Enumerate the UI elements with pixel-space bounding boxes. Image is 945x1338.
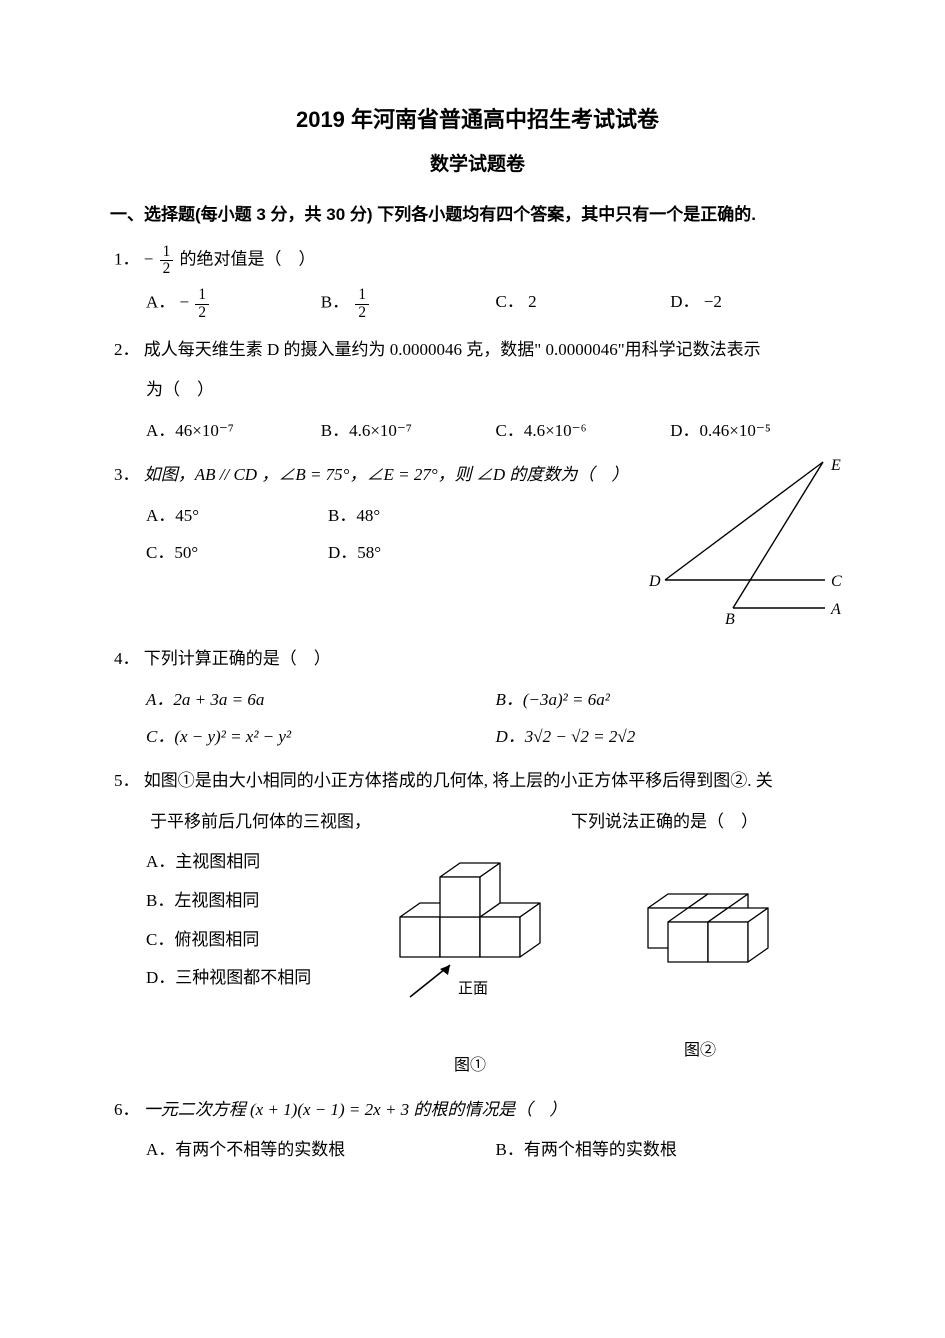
q3-opt-c: C．50° xyxy=(146,538,328,569)
q1-opt-b-num: 1 xyxy=(355,287,369,304)
question-2: 2． 成人每天维生素 D 的摄入量约为 0.0000046 克，数据" 0.00… xyxy=(110,335,845,447)
q6-stem: 6． 一元二次方程 (x + 1)(x − 1) = 2x + 3 的根的情况是… xyxy=(110,1095,845,1126)
q5-opt-a: A．主视图相同 xyxy=(110,847,340,878)
svg-text:E: E xyxy=(830,457,841,474)
q1-stem-a: − xyxy=(144,250,158,269)
q5-opt-b: B．左视图相同 xyxy=(110,886,340,917)
q5-figures: 正面 图① 图② xyxy=(380,847,790,1080)
q1-opt-a-num: 1 xyxy=(195,287,209,304)
q5-stem-1: 5． 如图①是由大小相同的小正方体搭成的几何体, 将上层的小正方体平移后得到图②… xyxy=(110,766,845,797)
q5-figure-2 xyxy=(610,862,790,992)
q2-num: 2． xyxy=(114,340,140,359)
q2-stem-text: 成人每天维生素 D 的摄入量约为 0.0000046 克，数据" 0.00000… xyxy=(144,340,761,359)
q4-options-2: C．(x − y)² = x² − y² D．3√2 − √2 = 2√2 xyxy=(110,722,845,753)
q5-stem-2b: 下列说法正确的是（ ） xyxy=(571,807,758,838)
q3-num: 3． xyxy=(114,465,140,484)
q1-opt-b-label: B． xyxy=(321,293,349,312)
q5-fig-2-label: 图② xyxy=(610,1037,790,1066)
page-title: 2019 年河南省普通高中招生考试试卷 xyxy=(110,100,845,140)
q2-options: A．46×10⁻⁷ B．4.6×10⁻⁷ C．4.6×10⁻⁶ D．0.46×1… xyxy=(110,416,845,447)
q3-figure: E D C B A xyxy=(625,454,855,634)
q5-body: A．主视图相同 B．左视图相同 C．俯视图相同 D．三种视图都不相同 正面 图①… xyxy=(110,847,845,1080)
q1-opt-a-prefix: − xyxy=(180,293,190,312)
q5-opt-c: C．俯视图相同 xyxy=(110,925,340,956)
q4-opt-b: B．(−3a)² = 6a² xyxy=(496,685,846,716)
q1-num: 1． xyxy=(114,250,140,269)
q5-figure-1: 正面 xyxy=(380,847,560,1007)
question-3: E D C B A 3． 如图，AB // CD ，∠B = 75°，∠E = 27°，… xyxy=(110,460,845,630)
q1-frac-den: 2 xyxy=(160,261,174,277)
q5-stem-2: 于平移前后几何体的三视图， 下列说法正确的是（ ） xyxy=(110,807,845,838)
q2-stem-2: 为（ ） xyxy=(110,375,845,406)
q1-stem: 1． − 1 2 的绝对值是（ ） xyxy=(110,244,845,277)
q5-stem-2a: 于平移前后几何体的三视图， xyxy=(114,807,371,838)
q1-opt-c-label: C． xyxy=(496,292,524,311)
q2-opt-c: C．4.6×10⁻⁶ xyxy=(496,416,671,447)
svg-text:B: B xyxy=(725,611,735,628)
question-4: 4． 下列计算正确的是（ ） A．2a + 3a = 6a B．(−3a)² =… xyxy=(110,644,845,752)
q1-opt-d-label: D． xyxy=(670,292,699,311)
q4-opt-a: A．2a + 3a = 6a xyxy=(146,685,496,716)
q1-opt-c-val: 2 xyxy=(528,292,537,311)
q6-stem-text: 一元二次方程 (x + 1)(x − 1) = 2x + 3 的根的情况是（ ） xyxy=(144,1100,567,1119)
q1-opt-d-val: −2 xyxy=(704,292,722,311)
svg-text:D: D xyxy=(648,573,661,590)
q1-options: A． − 1 2 B． 1 2 C． 2 D． −2 xyxy=(110,287,845,320)
q6-opt-a: A．有两个不相等的实数根 xyxy=(146,1135,496,1166)
q5-fig-1-label: 图① xyxy=(380,1052,560,1081)
q4-options-1: A．2a + 3a = 6a B．(−3a)² = 6a² xyxy=(110,685,845,716)
q6-options: A．有两个不相等的实数根 B．有两个相等的实数根 xyxy=(110,1135,845,1166)
q4-num: 4． xyxy=(114,649,140,668)
q4-opt-d: D．3√2 − √2 = 2√2 xyxy=(496,722,846,753)
q1-opt-c: C． 2 xyxy=(496,287,671,320)
q1-opt-b-frac: 1 2 xyxy=(355,287,369,320)
q1-opt-a-label: A． xyxy=(146,293,175,312)
question-1: 1． − 1 2 的绝对值是（ ） A． − 1 2 B． 1 2 C． 2 xyxy=(110,244,845,320)
q6-num: 6． xyxy=(114,1100,140,1119)
q5-stem-text-1: 如图①是由大小相同的小正方体搭成的几何体, 将上层的小正方体平移后得到图②. 关 xyxy=(144,771,773,790)
q6-opt-b: B．有两个相等的实数根 xyxy=(496,1135,846,1166)
q3-options-1: A．45° B．48° xyxy=(110,501,510,532)
q3-opt-a: A．45° xyxy=(146,501,328,532)
q1-opt-a-den: 2 xyxy=(195,305,209,321)
q3-opt-b: B．48° xyxy=(328,501,510,532)
q2-opt-b: B．4.6×10⁻⁷ xyxy=(321,416,496,447)
q1-opt-d: D． −2 xyxy=(670,287,845,320)
q4-stem-text: 下列计算正确的是（ ） xyxy=(144,649,331,668)
q5-options: A．主视图相同 B．左视图相同 C．俯视图相同 D．三种视图都不相同 xyxy=(110,847,340,1001)
svg-text:A: A xyxy=(830,601,841,618)
q1-opt-b: B． 1 2 xyxy=(321,287,496,320)
q1-opt-b-den: 2 xyxy=(355,305,369,321)
question-6: 6． 一元二次方程 (x + 1)(x − 1) = 2x + 3 的根的情况是… xyxy=(110,1095,845,1166)
q3-opt-d: D．58° xyxy=(328,538,510,569)
q5-fig-2-block: 图② xyxy=(610,862,790,1065)
question-5: 5． 如图①是由大小相同的小正方体搭成的几何体, 将上层的小正方体平移后得到图②… xyxy=(110,766,845,1081)
page-subtitle: 数学试题卷 xyxy=(110,148,845,182)
q2-stem: 2． 成人每天维生素 D 的摄入量约为 0.0000046 克，数据" 0.00… xyxy=(110,335,845,366)
q4-opt-c: C．(x − y)² = x² − y² xyxy=(146,722,496,753)
q2-opt-a: A．46×10⁻⁷ xyxy=(146,416,321,447)
q5-opt-d: D．三种视图都不相同 xyxy=(110,963,340,994)
svg-text:C: C xyxy=(831,573,842,590)
q1-frac-num: 1 xyxy=(160,244,174,261)
q3-options-2: C．50° D．58° xyxy=(110,538,510,569)
q5-fig-1-block: 正面 图① xyxy=(380,847,560,1080)
section-heading: 一、选择题(每小题 3 分，共 30 分) 下列各小题均有四个答案，其中只有一个… xyxy=(110,200,845,231)
q5-num: 5． xyxy=(114,771,140,790)
q1-stem-b: 的绝对值是（ ） xyxy=(180,250,316,269)
svg-text:正面: 正面 xyxy=(458,981,488,997)
q1-opt-a-frac: 1 2 xyxy=(195,287,209,320)
q4-stem: 4． 下列计算正确的是（ ） xyxy=(110,644,845,675)
q1-frac: 1 2 xyxy=(160,244,174,277)
q2-opt-d: D．0.46×10⁻⁵ xyxy=(670,416,845,447)
q1-opt-a: A． − 1 2 xyxy=(146,287,321,320)
q3-stem-text: 如图，AB // CD ，∠B = 75°，∠E = 27°，则 ∠D 的度数为… xyxy=(144,465,629,484)
